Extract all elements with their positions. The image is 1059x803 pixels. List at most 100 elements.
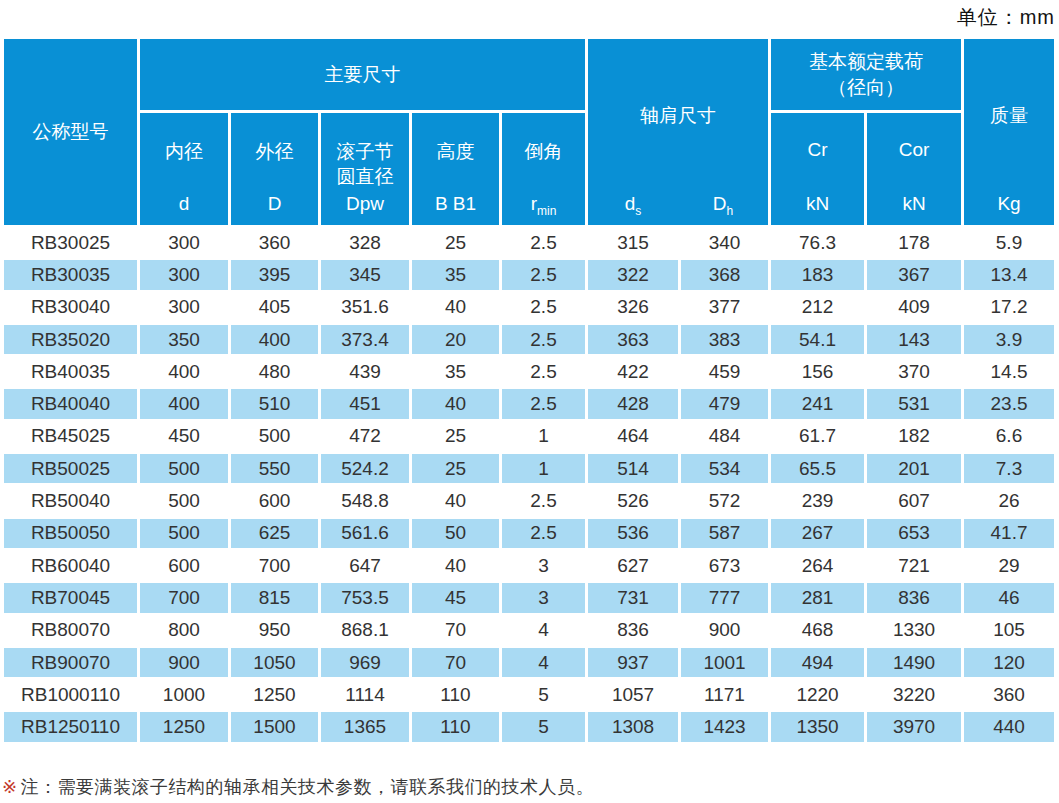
cell-D: 480	[230, 356, 320, 388]
cell-ds: 464	[587, 420, 680, 452]
cell-kg: 23.5	[963, 388, 1056, 420]
cell-d: 300	[139, 227, 230, 259]
cell-ds: 937	[587, 646, 680, 678]
cell-kg: 5.9	[963, 227, 1056, 259]
header-roller-pitch-diameter: 滚子节 圆直径 Dpw	[320, 112, 411, 227]
cell-model: RB50025	[3, 453, 139, 485]
cell-D: 360	[230, 227, 320, 259]
cell-D: 950	[230, 614, 320, 646]
cell-D: 550	[230, 453, 320, 485]
cell-kg: 120	[963, 646, 1056, 678]
cell-kg: 3.9	[963, 323, 1056, 355]
cell-Dh: 383	[680, 323, 770, 355]
cell-kg: 13.4	[963, 259, 1056, 291]
cell-B: 40	[411, 485, 501, 517]
cell-r: 2.5	[501, 259, 587, 291]
unit-kn-cor: kN	[902, 193, 925, 215]
table-row: RB90070900105096970493710014941490120	[3, 646, 1056, 678]
table-body: RB30025300360328252.531534076.31785.9RB3…	[3, 227, 1056, 744]
header-model: 公称型号	[3, 38, 139, 227]
cell-d: 1000	[139, 679, 230, 711]
cell-Dh: 1001	[680, 646, 770, 678]
shoulder-symbol-ds: ds	[588, 193, 678, 215]
cell-ds: 1057	[587, 679, 680, 711]
cell-r: 4	[501, 646, 587, 678]
cell-B: 25	[411, 227, 501, 259]
cell-Dpw: 451	[320, 388, 411, 420]
cell-model: RB30025	[3, 227, 139, 259]
cell-d: 800	[139, 614, 230, 646]
cell-Cr: 54.1	[770, 323, 866, 355]
cell-r: 3	[501, 549, 587, 581]
cell-r: 1	[501, 420, 587, 452]
cell-Dpw: 647	[320, 549, 411, 581]
cell-D: 400	[230, 323, 320, 355]
table-row: RB30040300405351.6402.532637721240917.2	[3, 291, 1056, 323]
table-row: RB40035400480439352.542245915637014.5	[3, 356, 1056, 388]
table-row: RB30035300395345352.532236818336713.4	[3, 259, 1056, 291]
cell-Dpw: 351.6	[320, 291, 411, 323]
cell-model: RB50040	[3, 485, 139, 517]
cell-Dpw: 1365	[320, 711, 411, 743]
header-main-dimensions-group: 主要尺寸	[139, 38, 587, 112]
cell-Cr: 267	[770, 517, 866, 549]
cell-kg: 105	[963, 614, 1056, 646]
cell-Cr: 239	[770, 485, 866, 517]
cell-r: 5	[501, 679, 587, 711]
cell-ds: 422	[587, 356, 680, 388]
cell-Dh: 340	[680, 227, 770, 259]
cell-B: 70	[411, 646, 501, 678]
cell-kg: 17.2	[963, 291, 1056, 323]
cell-Cor: 653	[866, 517, 963, 549]
cell-ds: 836	[587, 614, 680, 646]
cell-B: 25	[411, 453, 501, 485]
cell-ds: 731	[587, 582, 680, 614]
header-mass: 质量 Kg	[963, 38, 1056, 227]
cell-d: 900	[139, 646, 230, 678]
symbol-Dpw: Dpw	[346, 193, 384, 215]
cell-D: 1250	[230, 679, 320, 711]
table-row: RB12501101250150013651105130814231350397…	[3, 711, 1056, 743]
page: { "unit_label": "单位：mm", "table": { "hea…	[0, 0, 1059, 803]
mass-unit: Kg	[997, 193, 1020, 215]
cell-D: 625	[230, 517, 320, 549]
cell-B: 40	[411, 549, 501, 581]
cell-B: 70	[411, 614, 501, 646]
cell-Dh: 534	[680, 453, 770, 485]
cell-r: 2.5	[501, 291, 587, 323]
cell-Cr: 1220	[770, 679, 866, 711]
cell-model: RB80070	[3, 614, 139, 646]
cell-Cor: 3970	[866, 711, 963, 743]
cell-D: 510	[230, 388, 320, 420]
cell-Cor: 367	[866, 259, 963, 291]
cell-Cr: 494	[770, 646, 866, 678]
cell-Cr: 241	[770, 388, 866, 420]
cell-model: RB90070	[3, 646, 139, 678]
cell-Cor: 607	[866, 485, 963, 517]
table-row: RB50025500550524.225151453465.52017.3	[3, 453, 1056, 485]
header-height: 高度 B B1	[411, 112, 501, 227]
cell-r: 5	[501, 711, 587, 743]
cell-Dpw: 328	[320, 227, 411, 259]
header-outer-diameter: 外径 D	[230, 112, 320, 227]
cell-Dpw: 439	[320, 356, 411, 388]
cell-D: 405	[230, 291, 320, 323]
header-row-subcolumns: 内径 d 外径 D 滚子节 圆直径 Dpw 高度 B B1	[3, 112, 1056, 227]
unit-label: 单位：mm	[957, 4, 1055, 31]
mass-label: 质量	[990, 103, 1028, 129]
header-row-groups: 公称型号 主要尺寸 轴肩尺寸 ds Dh 基本额定载荷 （径向） 质量 Kg	[3, 38, 1056, 112]
cell-Cor: 531	[866, 388, 963, 420]
table-row: RB10001101000125011141105105711711220322…	[3, 679, 1056, 711]
table-row: RB35020350400373.4202.536338354.11433.9	[3, 323, 1056, 355]
cell-Cor: 1330	[866, 614, 963, 646]
cell-Cor: 143	[866, 323, 963, 355]
header-cor: Cor kN	[866, 112, 963, 227]
symbol-d: d	[179, 193, 190, 215]
cell-D: 395	[230, 259, 320, 291]
cell-Dh: 368	[680, 259, 770, 291]
cell-Dh: 479	[680, 388, 770, 420]
cell-d: 400	[139, 356, 230, 388]
header-inner-diameter: 内径 d	[139, 112, 230, 227]
cell-d: 600	[139, 549, 230, 581]
cell-ds: 526	[587, 485, 680, 517]
